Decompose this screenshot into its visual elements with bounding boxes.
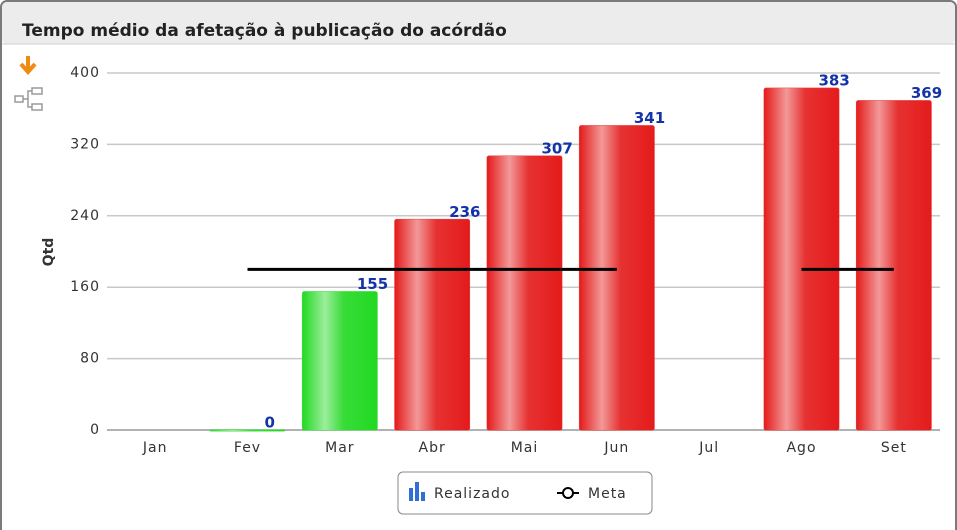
y-axis-label: Qtd bbox=[41, 238, 57, 267]
bar-highlight bbox=[210, 430, 285, 431]
y-tick-label: 0 bbox=[90, 422, 100, 438]
y-tick-label: 160 bbox=[70, 279, 100, 295]
y-tick-label: 80 bbox=[80, 351, 100, 367]
x-tick-label: Jul bbox=[698, 440, 719, 456]
x-tick-label: Set bbox=[881, 440, 907, 456]
y-tick-label: 320 bbox=[70, 136, 100, 152]
bar-highlight bbox=[579, 125, 655, 430]
bar-highlight bbox=[487, 156, 562, 430]
data-label: 307 bbox=[542, 140, 573, 158]
legend-label[interactable]: Realizado bbox=[434, 486, 510, 502]
title-bar bbox=[2, 2, 955, 44]
x-tick-label: Mai bbox=[511, 440, 539, 456]
tree-icon[interactable] bbox=[14, 87, 43, 111]
y-tick-label: 240 bbox=[70, 208, 100, 224]
x-tick-label: Ago bbox=[786, 440, 816, 456]
data-label: 369 bbox=[911, 84, 942, 102]
x-tick-label: Abr bbox=[419, 440, 446, 456]
data-label: 0 bbox=[265, 414, 275, 432]
legend-bar-icon bbox=[409, 482, 425, 501]
data-label: 383 bbox=[819, 72, 850, 90]
legend-box bbox=[397, 471, 653, 515]
legend-marker-icon bbox=[562, 487, 574, 499]
bar-highlight bbox=[394, 219, 470, 430]
data-label: 236 bbox=[449, 203, 480, 221]
legend-label[interactable]: Meta bbox=[588, 486, 627, 502]
bar-highlight bbox=[856, 100, 932, 430]
chart-title: Tempo médio da afetação à publicação do … bbox=[22, 21, 507, 41]
data-label: 155 bbox=[357, 275, 388, 293]
x-tick-label: Mar bbox=[325, 440, 354, 456]
bar-highlight bbox=[302, 291, 378, 430]
export-icon[interactable] bbox=[19, 56, 37, 76]
bar-highlight bbox=[764, 88, 839, 431]
data-label: 341 bbox=[634, 109, 665, 127]
x-tick-label: Jan bbox=[142, 440, 168, 456]
y-tick-label: 400 bbox=[70, 65, 100, 81]
x-tick-label: Jun bbox=[603, 440, 629, 456]
x-tick-label: Fev bbox=[234, 440, 261, 456]
